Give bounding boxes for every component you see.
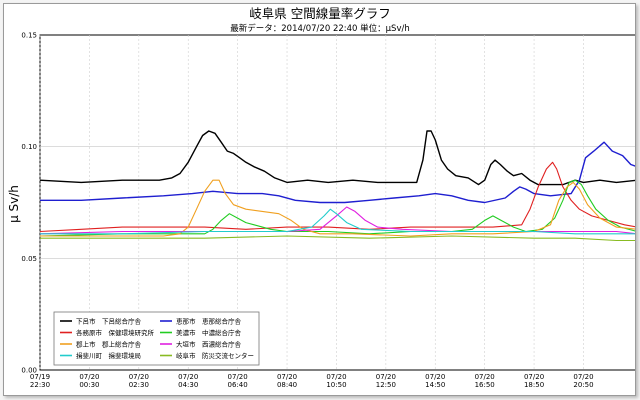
x-tick-time: 14:50 [425, 381, 445, 389]
y-axis-ticks: 0.00 0.05 0.10 0.15 [21, 32, 37, 375]
x-tick-time: 10:50 [326, 381, 346, 389]
series-line-1 [39, 130, 635, 186]
series-line-5 [40, 179, 635, 237]
series-line-7 [40, 208, 635, 235]
x-tick-time: 08:40 [277, 381, 297, 389]
x-tick-time: 00:30 [79, 381, 99, 389]
x-tick-date: 07/20 [524, 373, 544, 381]
y-tick-label: 0.05 [21, 255, 37, 263]
x-tick-time: 06:40 [228, 381, 248, 389]
chart-subtitle: 最新データ：2014/07/20 22:40 単位：μSv/h [230, 23, 409, 34]
legend-item-label: 大垣市 西濃総合庁舎 [176, 340, 242, 349]
radiation-chart: 岐阜県 空間線量率グラフ 最新データ：2014/07/20 22:40 単位：μ… [7, 6, 635, 389]
legend-item-label: 各務原市 保健環境研究所 [76, 328, 155, 337]
x-tick-date: 07/20 [228, 373, 248, 381]
x-tick-date: 07/20 [277, 373, 297, 381]
x-tick-date: 07/20 [376, 373, 396, 381]
series-line-3 [39, 161, 635, 233]
x-tick-date: 07/20 [178, 373, 198, 381]
grid-lines [39, 35, 635, 370]
series-lines [39, 130, 635, 242]
series-line-8 [40, 235, 635, 242]
legend-box [53, 311, 260, 366]
x-tick-date: 07/19 [30, 373, 50, 381]
x-tick-time: 12:50 [376, 381, 396, 389]
x-tick-date: 07/20 [475, 373, 495, 381]
legend-item-label: 揖斐川町 揖斐環境局 [76, 351, 141, 360]
x-tick-date: 07/20 [129, 373, 149, 381]
x-tick-time: 16:50 [475, 381, 495, 389]
legend-item-label: 郡上市 郡上総合庁舎 [76, 340, 142, 349]
legend-item-label: 美濃市 中濃総合庁舎 [176, 328, 242, 337]
x-tick-time: 22:30 [30, 381, 50, 389]
y-tick-label: 0.00 [21, 367, 37, 375]
y-axis-label: μ Sv/h [7, 185, 21, 223]
y-tick-label: 0.15 [21, 32, 37, 40]
legend-item-label: 恵那市 恵那総合庁舎 [176, 317, 242, 326]
x-tick-time: 02:30 [129, 381, 149, 389]
x-tick-time: 20:50 [573, 381, 593, 389]
legend-item-label: 岐阜市 防災交流センター [176, 351, 254, 360]
chart-title: 岐阜県 空間線量率グラフ [249, 6, 390, 21]
legend-item-label: 下呂市 下呂総合庁舎 [76, 317, 142, 326]
x-axis-ticks: 07/1922:3007/2000:3007/2002:3007/2004:30… [30, 373, 594, 389]
series-line-4 [39, 179, 635, 237]
y-tick-label: 0.10 [21, 143, 37, 151]
x-tick-date: 07/20 [425, 373, 445, 381]
x-tick-date: 07/20 [79, 373, 99, 381]
chart-frame: 岐阜県 空間線量率グラフ 最新データ：2014/07/20 22:40 単位：μ… [3, 3, 636, 396]
x-tick-date: 07/20 [573, 373, 593, 381]
x-tick-time: 18:50 [524, 381, 544, 389]
x-tick-time: 04:30 [178, 381, 198, 389]
x-tick-date: 07/20 [326, 373, 346, 381]
